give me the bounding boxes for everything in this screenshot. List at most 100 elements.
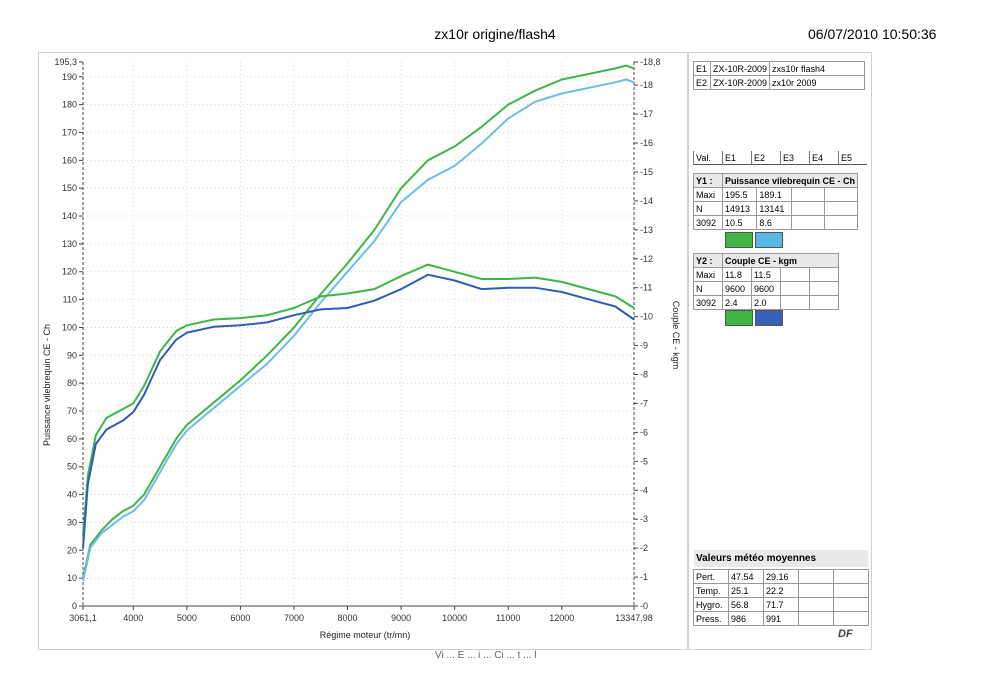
y-right-tick-label: -18 xyxy=(640,80,653,90)
footer-fragment: Vi ... E ... i ... Ci ... t ... l xyxy=(435,650,537,661)
y-right-tick-label: -15 xyxy=(640,167,653,177)
y-left-tick-label: 60 xyxy=(67,434,77,444)
val-col: E2 xyxy=(751,151,781,165)
y-right-tick-label: -8 xyxy=(640,370,648,380)
x-tick-label: 3061,1 xyxy=(69,613,97,623)
table-row: Pert. 47.54 29.16 xyxy=(693,569,869,584)
y-right-tick-label: -12 xyxy=(640,254,653,264)
y-left-tick-label: 110 xyxy=(63,295,77,305)
y2-title: Couple CE - kgm xyxy=(722,253,839,268)
entry-model: ZX-10R-2009 xyxy=(709,61,771,76)
color-swatch-e1[interactable] xyxy=(725,231,753,248)
table-row: Maxi 11.8 11.5 xyxy=(693,267,839,282)
series-line-power_e1 xyxy=(82,64,635,579)
series-line-torque_e2 xyxy=(82,273,635,549)
chart-lines xyxy=(82,64,635,582)
val-col: E5 xyxy=(838,151,867,165)
color-swatch-e1[interactable] xyxy=(725,309,753,326)
val-col: Val. xyxy=(693,151,723,165)
y-left-tick-label: 130 xyxy=(62,239,77,249)
x-tick-label: 5000 xyxy=(177,613,197,623)
chart-grid xyxy=(83,62,634,606)
y-right-tick-label: -14 xyxy=(640,196,653,206)
y1-title: Puissance vilebrequin CE - Ch xyxy=(721,173,859,188)
x-tick-label: 9000 xyxy=(391,613,411,623)
chart-title: zx10r origine/flash4 xyxy=(434,26,556,42)
values-header: Val. E1 E2 E3 E4 E5 xyxy=(693,151,867,165)
y-right-tick-label: -0 xyxy=(640,601,648,611)
y-left-tick-label: 40 xyxy=(67,490,77,500)
x-tick-label: 7000 xyxy=(284,613,304,623)
y-left-tick-label: 170 xyxy=(62,127,77,137)
y-right-tick-label: -5 xyxy=(640,456,648,466)
y-left-tick-label: 30 xyxy=(67,517,77,527)
y-left-tick-label: 70 xyxy=(67,406,77,416)
weather-table: Pert. 47.54 29.16 Temp. 25.1 22.2 Hygro. 56.8… xyxy=(693,569,869,626)
y-left-tick-label: 20 xyxy=(67,545,77,555)
table-row: Hygro. 56.8 71.7 xyxy=(693,597,869,612)
y-right-tick-label: -4 xyxy=(640,485,648,495)
entry-row[interactable]: E1 ZX-10R-2009 zxs10r flash4 xyxy=(693,61,866,76)
y2-swatches xyxy=(725,309,783,327)
y-right-tick-label: -13 xyxy=(640,225,653,235)
chart-ticks: 3061,1 4000 5000 6000 7000 8000 9000 10000 11000… xyxy=(54,57,660,623)
entry-id: E2 xyxy=(693,75,711,90)
entry-row[interactable]: E2 ZX-10R-2009 zx10r 2009 xyxy=(693,75,866,90)
color-swatch-e2[interactable] xyxy=(755,309,783,326)
x-tick-label: 6000 xyxy=(230,613,250,623)
y-right-tick-label: -17 xyxy=(640,109,653,119)
y-left-tick-label: 10 xyxy=(67,573,77,583)
y-left-tick-label: 190 xyxy=(62,72,77,82)
table-row: 3092 2.4 2.0 xyxy=(693,295,839,310)
x-tick-label: 8000 xyxy=(338,613,358,623)
y-left-tick-label: 50 xyxy=(67,462,77,472)
brand-logo: DF xyxy=(838,628,853,640)
x-tick-label: 12000 xyxy=(549,613,574,623)
x-tick-label: 4000 xyxy=(123,613,143,623)
y1-key: Y1 : xyxy=(693,173,723,188)
y-axis-left-label: Puissance vilebrequin CE - Ch xyxy=(42,324,52,446)
entry-name: zxs10r flash4 xyxy=(769,61,866,76)
y-right-tick-label: -7 xyxy=(640,398,648,408)
entry-id: E1 xyxy=(693,61,711,76)
y1-swatches xyxy=(725,231,783,249)
table-row: N 14913 13141 xyxy=(693,201,859,216)
y-right-tick-label: -11 xyxy=(640,283,652,293)
y-right-tick-label: -18,8 xyxy=(640,57,661,67)
y-left-tick-label: 160 xyxy=(62,155,77,165)
x-tick-label: 13347,98 xyxy=(615,613,653,623)
y-left-tick-label: 80 xyxy=(67,378,77,388)
timestamp: 06/07/2010 10:50:36 xyxy=(808,26,937,42)
y-right-tick-label: -3 xyxy=(640,514,648,524)
weather-title: Valeurs météo moyennes xyxy=(694,550,868,567)
y-left-tick-label: 0 xyxy=(72,601,77,611)
series-line-power_e2 xyxy=(82,78,635,582)
y-left-tick-label: 120 xyxy=(62,267,77,277)
entry-name: zx10r 2009 xyxy=(769,75,866,90)
y-right-tick-label: -9 xyxy=(640,341,648,351)
val-col: E1 xyxy=(722,151,752,165)
y1-table: Y1 : Puissance vilebrequin CE - Ch Maxi 1… xyxy=(693,173,859,230)
table-row: N 9600 9600 xyxy=(693,281,839,296)
y-right-tick-label: -1 xyxy=(640,572,648,582)
y-right-tick-label: -16 xyxy=(640,138,653,148)
y-right-tick-label: -10 xyxy=(640,312,653,322)
y-left-tick-label: 150 xyxy=(62,183,77,193)
y-left-tick-label: 90 xyxy=(67,350,77,360)
y-right-tick-label: -6 xyxy=(640,427,648,437)
y-left-tick-label: 140 xyxy=(62,211,77,221)
table-row: Temp. 25.1 22.2 xyxy=(693,583,869,598)
series-line-torque_e1 xyxy=(82,263,635,537)
x-tick-label: 11000 xyxy=(496,613,520,623)
color-swatch-e2[interactable] xyxy=(755,231,783,248)
val-col: E3 xyxy=(780,151,810,165)
y2-table: Y2 : Couple CE - kgm Maxi 11.8 11.5 N 9600 9… xyxy=(693,253,839,310)
y-left-tick-label: 100 xyxy=(62,322,77,332)
y-left-tick-label: 180 xyxy=(62,100,77,110)
y2-key: Y2 : xyxy=(693,253,723,268)
y-right-tick-label: -2 xyxy=(640,543,648,553)
y-left-tick-label: 195,3 xyxy=(54,57,77,67)
x-tick-label: 10000 xyxy=(442,613,467,623)
entries-table: E1 ZX-10R-2009 zxs10r flash4 E2 ZX-10R-2… xyxy=(693,61,866,90)
